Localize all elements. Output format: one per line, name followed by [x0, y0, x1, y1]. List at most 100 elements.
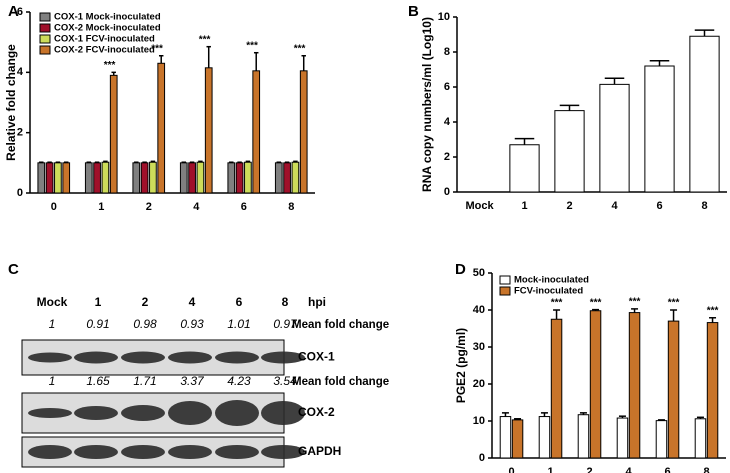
- bar: [616, 417, 629, 459]
- lane-label: 4: [189, 295, 196, 309]
- x-tick-label: 2: [566, 200, 572, 212]
- significance: ***: [551, 298, 563, 309]
- fold-label: Mean fold change: [292, 319, 389, 331]
- bar: [694, 418, 707, 459]
- fold-change: 0.93: [180, 317, 204, 331]
- legend-label: COX-2 FCV-inoculated: [54, 45, 155, 56]
- bar: [149, 161, 157, 194]
- bar: [196, 161, 205, 194]
- x-tick-label: 8: [288, 201, 294, 213]
- legend-swatch: [39, 23, 51, 33]
- bar: [54, 162, 62, 194]
- x-tick-label: 8: [701, 200, 707, 212]
- y-tick-label: 2: [17, 127, 23, 139]
- x-tick-label: 0: [508, 466, 514, 473]
- blot-band: [215, 351, 259, 364]
- x-tick-label: 1: [521, 200, 527, 212]
- bar: [132, 162, 141, 194]
- fold-change: 1: [49, 374, 56, 388]
- bar: [179, 162, 188, 194]
- blot-band: [28, 445, 72, 459]
- y-tick-label: 0: [444, 186, 450, 198]
- fold-change: 1: [49, 317, 56, 331]
- significance: ***: [294, 43, 306, 54]
- bar: [109, 74, 118, 194]
- significance: ***: [151, 43, 163, 54]
- blot-band: [215, 445, 259, 459]
- blot-band: [121, 445, 165, 459]
- y-axis-label: Relative fold change: [4, 44, 18, 161]
- x-tick-label: 4: [193, 201, 200, 213]
- legend-swatch: [39, 34, 51, 44]
- significance: ***: [199, 34, 211, 45]
- x-tick-label: 4: [625, 466, 632, 473]
- x-tick-label: 8: [703, 466, 709, 473]
- significance: ***: [707, 305, 719, 316]
- bar: [509, 144, 540, 193]
- y-tick-label: 20: [473, 378, 485, 390]
- x-tick-label: 2: [146, 201, 152, 213]
- blot-band: [168, 351, 212, 364]
- significance: ***: [590, 297, 602, 308]
- bar: [274, 162, 283, 194]
- bar: [577, 414, 590, 459]
- unit-label: hpi: [308, 295, 326, 309]
- fold-label: Mean fold change: [292, 376, 389, 388]
- x-tick-label: 0: [51, 201, 57, 213]
- blot-band: [261, 401, 305, 425]
- legend-swatch: [499, 275, 511, 285]
- fold-change: 1.71: [133, 374, 156, 388]
- fold-change: 1.65: [86, 374, 110, 388]
- legend-swatch: [39, 45, 51, 55]
- blot-band: [168, 401, 212, 425]
- blot-band: [121, 405, 165, 421]
- panel-label: C: [8, 261, 19, 278]
- legend-label: FCV-inoculated: [514, 286, 583, 297]
- y-tick-label: 10: [438, 11, 450, 23]
- lane-label: 8: [282, 295, 289, 309]
- bar: [93, 162, 101, 194]
- panel-label: D: [455, 261, 466, 278]
- x-tick-label: 4: [611, 200, 618, 212]
- bar: [589, 310, 602, 459]
- lane-label: 1: [95, 295, 102, 309]
- bar: [706, 322, 719, 459]
- x-tick-label: 1: [547, 466, 553, 473]
- y-tick-label: 0: [479, 452, 485, 464]
- legend-label: COX-2 Mock-inoculated: [54, 23, 161, 34]
- bar: [37, 162, 46, 194]
- y-tick-label: 8: [444, 46, 450, 58]
- bar: [554, 110, 585, 193]
- y-tick-label: 6: [17, 6, 23, 18]
- blot-band: [74, 351, 118, 364]
- x-tick-label: Mock: [465, 200, 494, 212]
- fold-change: 0.98: [133, 317, 157, 331]
- bar: [499, 416, 512, 459]
- fold-change: 3.54: [273, 374, 297, 388]
- bar: [204, 67, 213, 194]
- fold-change: 0.91: [86, 317, 109, 331]
- bar: [62, 162, 71, 194]
- legend-swatch: [39, 12, 51, 22]
- x-tick-label: 6: [656, 200, 662, 212]
- y-tick-label: 4: [444, 116, 451, 128]
- y-tick-label: 6: [444, 81, 450, 93]
- bar: [157, 62, 166, 194]
- panel-label: B: [408, 3, 419, 20]
- y-tick-label: 10: [473, 415, 485, 427]
- lane-label: Mock: [37, 295, 68, 309]
- bar: [511, 419, 524, 459]
- significance: ***: [104, 60, 116, 71]
- bar: [689, 35, 720, 193]
- band-label: COX-1: [298, 350, 335, 364]
- fold-change: 3.37: [180, 374, 205, 388]
- blot-band: [261, 351, 305, 364]
- fold-change: 4.23: [227, 374, 251, 388]
- lane-label: 2: [142, 295, 149, 309]
- bar: [538, 416, 551, 459]
- bar: [45, 162, 54, 194]
- bar: [628, 312, 641, 459]
- y-tick-label: 0: [17, 187, 23, 199]
- y-tick-label: 50: [473, 267, 485, 279]
- x-tick-label: 6: [664, 466, 670, 473]
